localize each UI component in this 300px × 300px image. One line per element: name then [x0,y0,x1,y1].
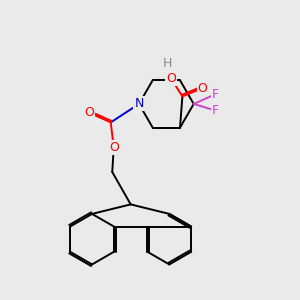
Text: F: F [212,88,219,101]
Text: H: H [163,57,172,70]
Text: N: N [134,98,144,110]
Text: O: O [198,82,208,94]
Text: O: O [166,72,176,85]
Text: O: O [84,106,94,119]
Text: F: F [212,104,219,117]
Text: O: O [109,141,119,154]
